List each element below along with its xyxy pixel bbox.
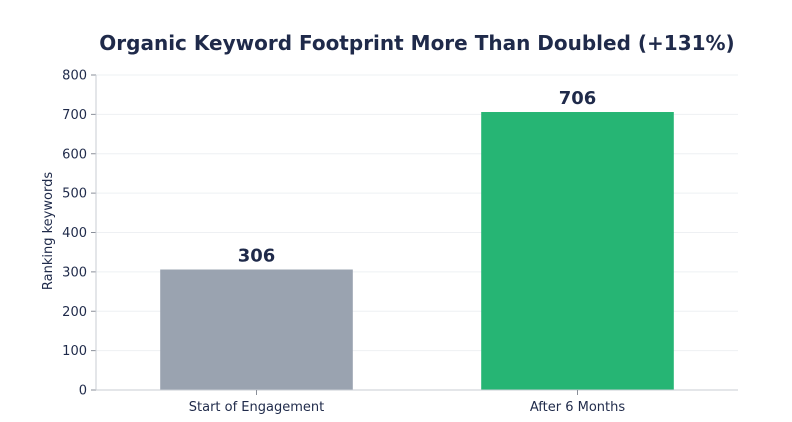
y-tick-label: 200 [62, 305, 87, 320]
y-tick-label: 100 [62, 344, 87, 359]
y-tick-label: 0 [79, 384, 87, 399]
data-labels: 306 706 [238, 88, 597, 267]
y-axis-label: Ranking keywords [41, 172, 56, 290]
y-tick-label: 500 [62, 187, 87, 202]
bar-value-label: 306 [238, 246, 276, 267]
y-tick-label: 700 [62, 108, 87, 123]
bar-value-label: 706 [559, 88, 597, 109]
y-tick-label: 300 [62, 265, 87, 280]
x-tick-label: After 6 Months [530, 400, 625, 415]
x-tick-label: Start of Engagement [189, 400, 324, 415]
bars [160, 112, 674, 390]
axes: 0 100 200 300 400 500 600 700 800 Start of Engage… [62, 69, 738, 415]
bar [481, 112, 674, 390]
chart-title: Organic Keyword Footprint More Than Doub… [99, 31, 734, 55]
y-tick-label: 600 [62, 147, 87, 162]
y-tick-label: 400 [62, 226, 87, 241]
bar [160, 269, 353, 390]
y-tick-label: 800 [62, 69, 87, 84]
